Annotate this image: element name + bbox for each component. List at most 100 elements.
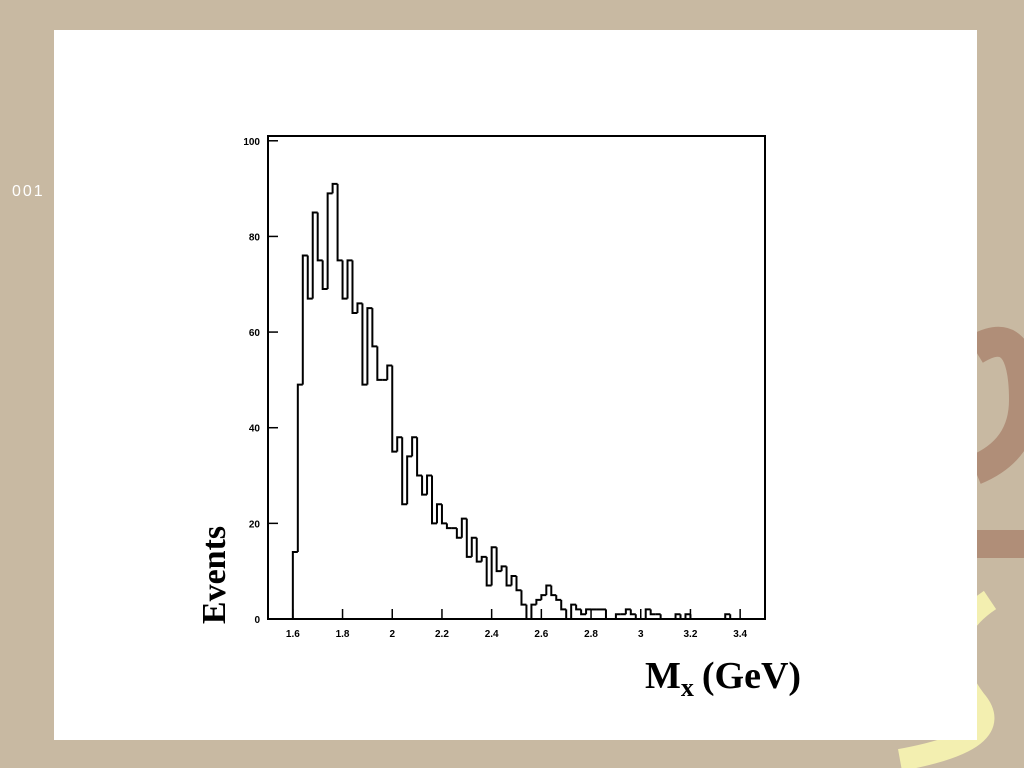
histogram-bin: [585, 608, 592, 615]
plot-frame: [267, 135, 766, 620]
histogram-bin: [485, 556, 492, 587]
histogram-bin: [306, 255, 313, 300]
histogram-bin: [560, 599, 567, 611]
histogram-bin: [570, 603, 577, 619]
histogram-bin: [371, 308, 378, 348]
histogram-bin: [505, 566, 512, 587]
x-tick-label: 3.4: [733, 629, 747, 640]
panel: [54, 30, 977, 740]
histogram-bin: [580, 609, 587, 616]
histogram-bin: [376, 346, 383, 381]
histogram-bin: [634, 614, 641, 620]
x-tick-label: 1.6: [286, 629, 300, 640]
histogram-bin: [311, 211, 318, 299]
histogram-bin: [431, 475, 437, 525]
x-tick-label: 2: [389, 629, 395, 640]
histogram-bin: [624, 608, 631, 615]
histogram-bin: [296, 383, 303, 553]
histogram-bin: [455, 528, 462, 539]
histogram-bin: [689, 614, 696, 620]
histogram-bin: [684, 613, 691, 619]
histogram-bin: [336, 183, 343, 262]
histogram-bin: [555, 595, 562, 601]
histogram-bin: [411, 436, 418, 457]
x-axis-label: Mx (GeV): [645, 655, 801, 702]
histogram-bin: [435, 503, 442, 524]
y-tick-label: 0: [254, 615, 260, 626]
histogram-bin: [729, 614, 736, 620]
histogram-bin: [480, 555, 487, 562]
x-tick-label: 2.4: [485, 629, 499, 640]
x-tick-label: 2.8: [584, 629, 598, 640]
y-axis-label: Events: [196, 526, 233, 624]
histogram-bin: [500, 565, 507, 572]
histogram-bin: [490, 546, 497, 586]
histogram-bin: [530, 603, 537, 619]
histogram-bin: [326, 192, 333, 290]
histogram-bin: [604, 609, 611, 620]
histogram-bin: [341, 260, 348, 300]
histogram-bin: [565, 609, 572, 620]
histogram-bin: [445, 523, 452, 530]
x-tick-label: 3: [638, 629, 644, 640]
x-label-main: M: [645, 655, 681, 697]
histogram-bin: [475, 537, 482, 563]
histogram-bin: [346, 259, 353, 299]
histogram-bin: [426, 474, 433, 495]
histogram-bin: [416, 437, 423, 477]
histogram-bin: [724, 613, 731, 619]
histogram-bin: [674, 613, 681, 619]
histogram-bin: [291, 551, 298, 619]
histogram-bin: [525, 604, 532, 620]
histogram-bin: [659, 614, 666, 620]
histogram-bin: [510, 574, 517, 586]
histogram-bin: [520, 590, 527, 606]
histogram-bin: [460, 517, 467, 538]
y-tick-label: 40: [249, 424, 261, 435]
x-tick-label: 2.2: [435, 629, 449, 640]
histogram-bin: [679, 614, 686, 620]
histogram-bin: [391, 365, 398, 453]
y-tick-label: 80: [249, 232, 261, 243]
histogram-bin: [440, 504, 447, 525]
chart: 0 20 40 60 80 100 1.6 1.8 2 2.2 2.4 2.6 2.8 3 3.2 3.4: [243, 135, 766, 640]
histogram-bin: [535, 598, 542, 605]
histogram-bin: [515, 575, 522, 592]
x-label-sub: x: [681, 673, 694, 702]
histogram-bin: [550, 585, 557, 597]
histogram-bin: [331, 182, 338, 194]
histogram-bin: [301, 254, 308, 385]
y-tick-label: 60: [249, 328, 261, 339]
histogram-bin: [575, 604, 582, 611]
histogram-bin: [401, 437, 408, 506]
histogram-bin: [614, 613, 621, 619]
histogram-bin: [545, 584, 552, 596]
decor: [975, 530, 1024, 558]
histogram-bin: [540, 594, 547, 600]
histogram-bin: [465, 518, 472, 558]
histogram-bin: [406, 455, 413, 505]
histogram-bin: [396, 436, 403, 452]
histogram-bin: [321, 260, 328, 291]
histogram-bin: [649, 609, 656, 616]
histogram-bin: [356, 302, 363, 313]
y-tick-label: 20: [249, 519, 261, 530]
histogram-bin: [644, 608, 651, 619]
histogram-bin: [386, 364, 393, 380]
histogram-bin: [316, 212, 323, 262]
x-label-unit: (GeV): [702, 655, 801, 697]
histogram-bin: [629, 609, 636, 616]
histogram-bin: [421, 475, 428, 496]
histogram-bin: [495, 547, 502, 573]
x-tick-label: 1.8: [336, 629, 350, 640]
x-tick-label: 3.2: [683, 629, 697, 640]
histogram-bin: [361, 303, 368, 386]
histogram-bin: [351, 260, 358, 314]
histogram-bin: [470, 536, 477, 557]
side-text: 001: [12, 183, 45, 200]
x-tick-label: 2.6: [534, 629, 548, 640]
y-tick-label: 100: [243, 137, 260, 148]
histogram-bin: [366, 307, 373, 385]
